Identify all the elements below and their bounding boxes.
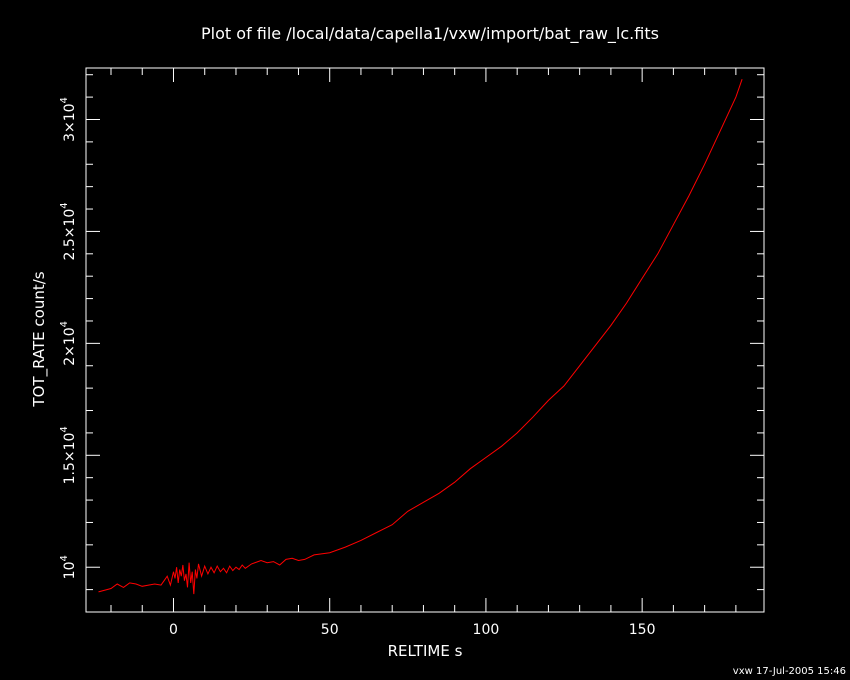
x-tick-label: 150 [629,622,656,638]
chart-title: Plot of file /local/data/capella1/vxw/im… [201,24,659,44]
footer-stamp: vxw 17-Jul-2005 15:46 [733,666,846,677]
y-tick-label: 2×104 [59,321,78,366]
plot-frame [85,67,765,613]
y-tick-label-exponent: 4 [59,555,70,561]
y-tick-label-mantissa: 10 [62,561,78,579]
y-tick-label-mantissa: 2.5×10 [62,209,78,261]
x-tick-label: 100 [473,622,500,638]
y-tick-label-mantissa: 1.5×10 [62,433,78,485]
y-tick-label-mantissa: 2×10 [62,327,78,365]
y-tick-label-exponent: 4 [59,321,70,327]
y-tick-label: 2.5×104 [59,202,78,260]
y-tick-label-exponent: 4 [59,202,70,208]
y-tick-label: 104 [59,555,78,579]
y-axis-label: TOT_RATE count/s [30,271,49,407]
x-tick-label: 0 [169,622,178,638]
x-axis-ticks [110,68,737,612]
y-tick-label-exponent: 4 [59,426,70,432]
x-axis-label: RELTIME s [388,642,463,660]
series-line-tot-rate [98,79,743,595]
y-tick-label: 1.5×104 [59,426,78,484]
y-tick-label-mantissa: 3×10 [62,103,78,141]
x-tick-label: 50 [321,622,339,638]
x-axis-tick-labels: 0 50 100 150 [169,622,655,638]
y-tick-label: 3×104 [59,97,78,142]
y-tick-label-exponent: 4 [59,97,70,103]
y-axis-ticks [86,74,764,613]
